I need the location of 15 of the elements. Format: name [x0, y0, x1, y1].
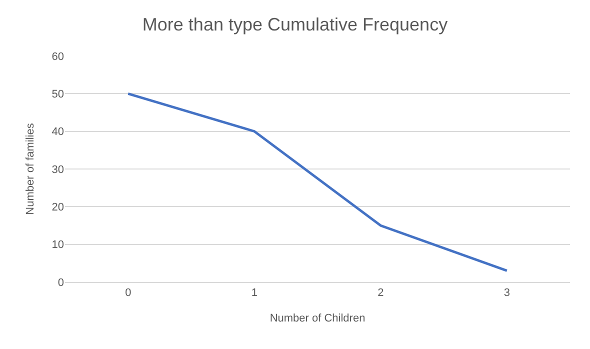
line-series: [126, 92, 508, 272]
y-tick-label: 0: [58, 276, 64, 289]
y-tick-label: 30: [52, 164, 64, 176]
x-tick-label: 3: [504, 287, 510, 300]
x-tick-label: 2: [378, 287, 384, 300]
y-tick-label: 10: [52, 239, 64, 252]
x-tick-label: 0: [125, 287, 132, 300]
y-tick-label: 60: [52, 50, 64, 63]
x-tick-label: 1: [251, 287, 258, 300]
y-axis-title: Number of families: [24, 122, 36, 215]
chart-title: More than type Cumulative Frequency: [142, 14, 448, 35]
y-tick-label: 40: [52, 126, 64, 138]
x-axis-title: Number of Children: [270, 312, 366, 324]
y-tick-label: 50: [52, 88, 64, 101]
y-tick-label: 20: [52, 202, 64, 214]
